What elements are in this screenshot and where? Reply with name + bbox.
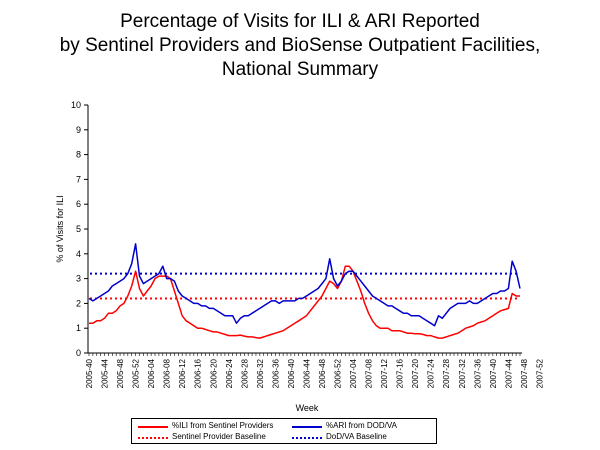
x-tick-label: 2007-20 [411,358,420,388]
legend-label-ari: %ARI from DOD/VA [326,421,397,430]
y-tick-label: 6 [76,199,81,209]
y-tick-label: 8 [76,150,81,160]
x-axis-label: Week [296,403,319,413]
x-tick-label: 2006-24 [225,358,234,388]
y-axis-label: % of Visits for ILI [55,195,65,262]
y-tick-label: 4 [76,249,81,259]
series-line--ili-from-sentinel-providers [89,265,520,339]
x-tick-label: 2007-52 [535,358,544,388]
y-tick-label: 5 [76,224,81,234]
x-tick-label: 2006-48 [318,358,327,388]
x-tick-label: 2005-48 [116,358,125,388]
chart-title: Percentage of Visits for ILI & ARI Repor… [0,10,600,82]
x-tick-label: 2007-12 [380,358,389,388]
legend-swatch-sentinel-baseline [138,437,168,439]
x-tick-label: 2006-36 [271,358,280,388]
series-lines [88,243,521,339]
x-tick-label: 2006-08 [163,358,172,388]
chart-title-line-2: by Sentinel Providers and BioSense Outpa… [59,35,541,56]
x-axis-ticks: 2005-40 2005-44 2005-48 2005-52 2006-04 2006-… [85,353,544,388]
x-tick-label: 2007-28 [442,358,451,388]
y-tick-label: 2 [76,298,81,308]
legend-swatch-dodva-baseline [292,437,322,439]
legend-swatch-ari [292,426,322,428]
x-tick-label: 2006-40 [287,358,296,388]
chart-title-line-1: Percentage of Visits for ILI & ARI Repor… [120,11,480,32]
x-tick-label: 2007-48 [520,358,529,388]
series-line--ari-from-dod-va [88,243,521,327]
chart-title-line-3: National Summary [221,59,379,80]
y-tick-label: 1 [76,323,81,333]
x-tick-label: 2006-12 [178,358,187,388]
y-tick-label: 9 [76,125,81,135]
x-tick-label: 2007-04 [349,358,358,388]
legend: %ILI from Sentinel Providers %ARI from D… [131,418,437,444]
x-tick-label: 2006-16 [194,358,203,388]
y-tick-label: 7 [76,174,81,184]
y-tick-label: 10 [71,100,81,110]
x-tick-label: 2007-40 [489,358,498,388]
x-tick-label: 2006-44 [302,358,311,388]
x-tick-label: 2006-28 [240,358,249,388]
x-tick-label: 2007-32 [458,358,467,388]
y-axis-ticks: 0 1 2 3 4 5 6 7 8 9 10 [71,100,88,358]
x-tick-label: 2006-52 [334,358,343,388]
x-tick-label: 2007-08 [365,358,374,388]
legend-label-ili: %ILI from Sentinel Providers [172,421,274,430]
legend-swatch-ili [138,426,168,428]
x-tick-label: 2006-04 [147,358,156,388]
x-tick-label: 2007-44 [504,358,513,388]
legend-label-sentinel-baseline: Sentinel Provider Baseline [172,432,266,441]
x-tick-label: 2007-36 [473,358,482,388]
y-tick-label: 3 [76,274,81,284]
x-tick-label: 2005-52 [132,358,141,388]
baselines [90,272,520,300]
x-tick-label: 2007-16 [396,358,405,388]
x-tick-label: 2006-32 [256,358,265,388]
x-tick-label: 2005-40 [85,358,94,388]
x-tick-label: 2005-44 [101,358,110,388]
axes [87,105,522,354]
y-tick-label: 0 [76,348,81,358]
legend-label-dodva-baseline: DoD/VA Baseline [326,432,387,441]
x-tick-label: 2007-24 [427,358,436,388]
x-tick-label: 2006-20 [209,358,218,388]
